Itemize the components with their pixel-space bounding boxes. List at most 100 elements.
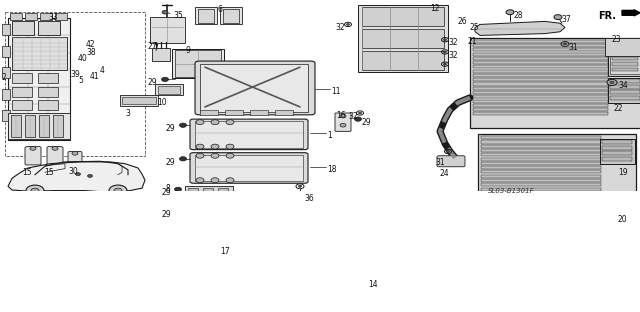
Bar: [481, 145, 601, 148]
Bar: [53, 115, 63, 137]
Circle shape: [114, 188, 122, 193]
Circle shape: [444, 63, 447, 65]
Bar: [481, 149, 601, 152]
Circle shape: [221, 238, 229, 243]
Bar: [188, 188, 198, 193]
Bar: [473, 87, 608, 90]
Bar: [152, 48, 170, 61]
Bar: [198, 8, 214, 23]
Bar: [200, 64, 308, 112]
Bar: [275, 110, 293, 115]
Bar: [602, 157, 632, 161]
Bar: [473, 61, 608, 64]
Bar: [8, 113, 70, 139]
Text: 31: 31: [435, 158, 445, 167]
Text: SL03-B1301F: SL03-B1301F: [488, 188, 534, 194]
Bar: [602, 146, 632, 150]
Bar: [600, 139, 635, 164]
Text: 3: 3: [125, 109, 130, 118]
Bar: [473, 112, 608, 115]
Text: 27: 27: [148, 41, 157, 51]
Circle shape: [52, 147, 58, 150]
Bar: [473, 52, 608, 56]
Bar: [155, 84, 183, 95]
Bar: [195, 121, 303, 148]
Bar: [39, 115, 49, 137]
Circle shape: [444, 51, 447, 53]
FancyBboxPatch shape: [68, 152, 82, 165]
Circle shape: [304, 221, 312, 225]
Bar: [122, 96, 156, 104]
Circle shape: [456, 271, 464, 276]
Bar: [10, 13, 22, 20]
Circle shape: [340, 123, 346, 127]
Text: 12: 12: [430, 4, 440, 13]
Circle shape: [88, 174, 93, 178]
Text: 29: 29: [148, 78, 157, 87]
Bar: [539, 202, 559, 210]
Bar: [481, 179, 601, 182]
Bar: [200, 110, 218, 115]
Bar: [362, 29, 444, 48]
Text: 38: 38: [86, 48, 95, 57]
Bar: [608, 43, 640, 76]
Circle shape: [196, 153, 204, 158]
Circle shape: [355, 117, 362, 121]
Circle shape: [196, 178, 204, 183]
FancyBboxPatch shape: [300, 219, 468, 277]
Text: 29: 29: [162, 210, 172, 218]
Bar: [223, 8, 239, 23]
Bar: [12, 22, 34, 35]
Circle shape: [226, 120, 234, 124]
Bar: [40, 13, 52, 20]
Text: 11: 11: [331, 87, 340, 96]
Circle shape: [26, 185, 44, 196]
Bar: [612, 62, 638, 66]
Bar: [478, 134, 636, 202]
Circle shape: [196, 144, 204, 149]
Bar: [473, 108, 608, 111]
Bar: [481, 175, 601, 178]
Text: 32: 32: [348, 112, 358, 121]
Circle shape: [206, 238, 214, 243]
Circle shape: [358, 112, 362, 114]
Bar: [480, 200, 635, 211]
Bar: [473, 48, 608, 51]
Bar: [595, 202, 615, 210]
Bar: [473, 82, 608, 85]
Bar: [185, 186, 233, 200]
Bar: [473, 57, 608, 60]
Text: 16: 16: [336, 111, 346, 120]
Circle shape: [211, 120, 219, 124]
Bar: [481, 166, 601, 169]
Circle shape: [340, 114, 346, 118]
Bar: [481, 183, 601, 186]
Circle shape: [298, 185, 301, 187]
Circle shape: [610, 81, 614, 84]
Polygon shape: [475, 22, 565, 36]
Bar: [612, 46, 638, 50]
Bar: [5, 12, 145, 156]
Text: 32: 32: [448, 38, 458, 47]
Bar: [150, 17, 185, 43]
Circle shape: [226, 178, 234, 183]
FancyBboxPatch shape: [190, 119, 308, 150]
Bar: [473, 70, 608, 73]
Text: 32: 32: [335, 23, 344, 32]
Circle shape: [563, 43, 566, 45]
Circle shape: [346, 23, 349, 25]
Text: 40: 40: [78, 54, 88, 63]
Circle shape: [221, 202, 229, 207]
Bar: [610, 45, 640, 74]
Circle shape: [226, 144, 234, 149]
Bar: [473, 74, 608, 77]
Text: 24: 24: [440, 169, 450, 178]
Bar: [25, 13, 37, 20]
Bar: [225, 110, 243, 115]
Bar: [25, 115, 35, 137]
Text: 29: 29: [165, 124, 175, 133]
Bar: [195, 7, 217, 24]
Bar: [481, 158, 601, 161]
FancyBboxPatch shape: [185, 200, 295, 244]
Circle shape: [76, 173, 81, 176]
